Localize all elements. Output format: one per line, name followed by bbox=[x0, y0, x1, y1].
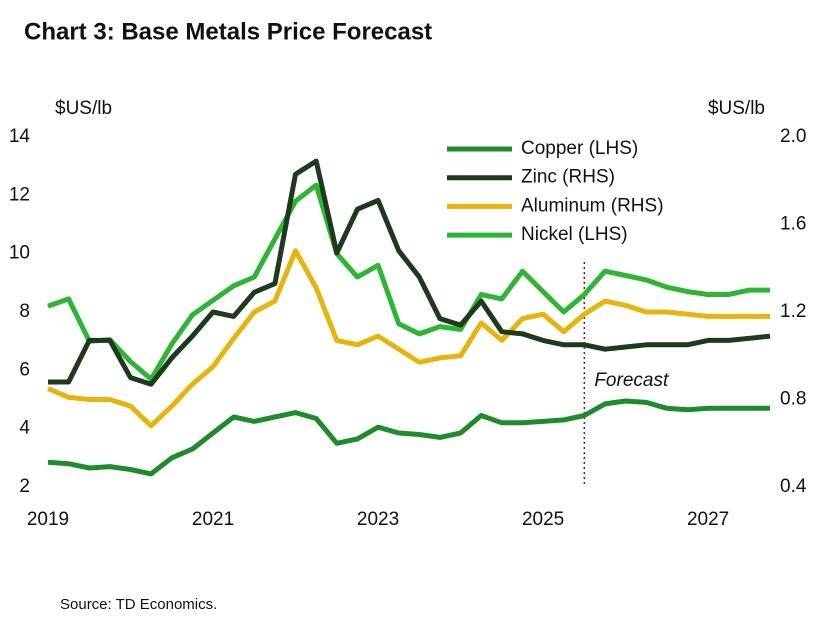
y2-tick-label: 1.6 bbox=[780, 214, 806, 235]
x-tick-label: 2019 bbox=[27, 509, 69, 530]
y-tick-label: 4 bbox=[19, 418, 30, 439]
y-tick-label: 12 bbox=[9, 184, 30, 205]
y2-tick-label: 0.8 bbox=[780, 389, 806, 410]
forecast-label: Forecast bbox=[594, 370, 669, 391]
x-tick-label: 2023 bbox=[357, 509, 399, 530]
x-tick-label: 2027 bbox=[687, 509, 729, 530]
y-tick-label: 2 bbox=[19, 476, 30, 497]
y-tick-label: 14 bbox=[9, 126, 31, 147]
legend-label: Copper (LHS) bbox=[521, 138, 638, 159]
source: Source: TD Economics. bbox=[60, 596, 217, 613]
legend-label: Aluminum (RHS) bbox=[521, 195, 664, 216]
series-line bbox=[48, 158, 771, 387]
y2-tick-label: 0.4 bbox=[780, 476, 807, 497]
chart-title: Chart 3: Base Metals Price Forecast bbox=[24, 18, 432, 45]
y2-tick-label: 1.2 bbox=[780, 301, 806, 322]
y-tick-label: 8 bbox=[19, 301, 30, 322]
y2-tick-label: 2.0 bbox=[780, 126, 806, 147]
y-axis-label: $US/lb bbox=[55, 98, 112, 119]
legend-label: Zinc (RHS) bbox=[521, 167, 615, 188]
x-tick-label: 2025 bbox=[522, 509, 564, 530]
series-line bbox=[47, 182, 770, 382]
series-line bbox=[47, 248, 770, 429]
x-tick-label: 2021 bbox=[192, 509, 234, 530]
y2-axis-label: $US/lb bbox=[708, 98, 765, 119]
legend-label: Nickel (LHS) bbox=[521, 224, 628, 245]
y-tick-label: 6 bbox=[19, 359, 30, 380]
series-line bbox=[47, 398, 770, 477]
y-tick-label: 10 bbox=[9, 243, 30, 264]
